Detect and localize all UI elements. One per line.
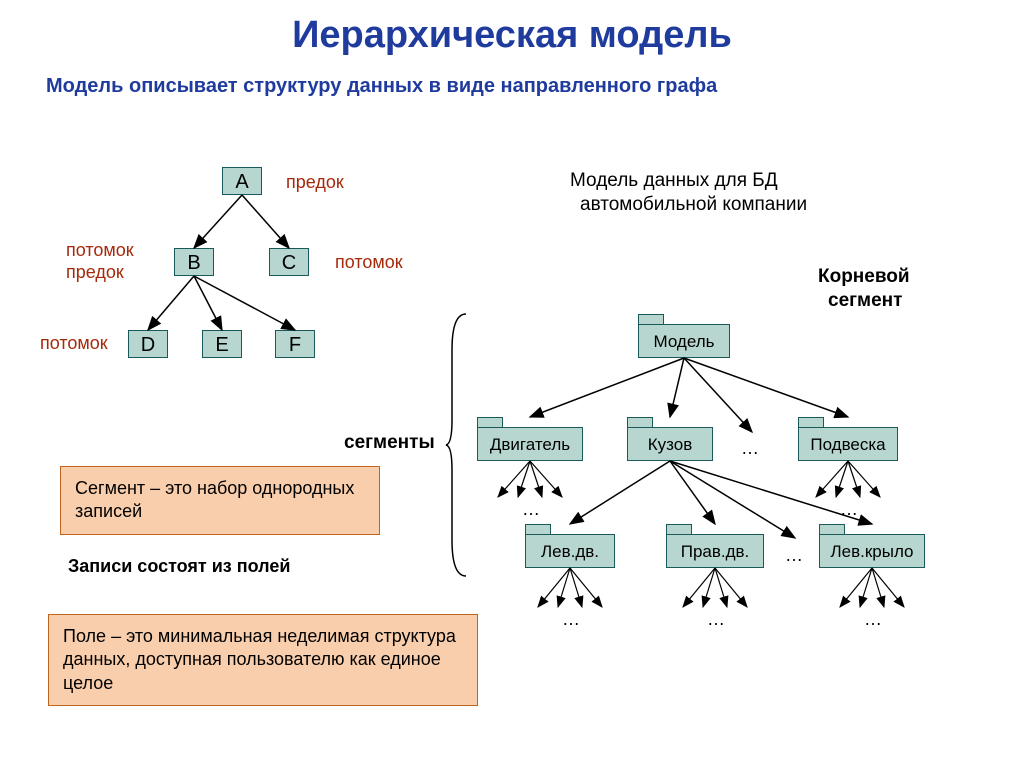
ellipsis: … [840, 499, 858, 520]
page-title: Иерархическая модель [0, 0, 1024, 57]
callout-records-def: Записи состоят из полей [68, 556, 290, 577]
abc-node-B: B [174, 248, 214, 276]
label-ancestor-top: предок [286, 172, 344, 193]
ellipsis: … [707, 609, 725, 630]
ellipsis: … [562, 609, 580, 630]
car-node-lwing: Лев.крыло [819, 534, 925, 568]
label-root-seg-1: Корневой [818, 266, 910, 288]
label-descendant-right: потомок [335, 252, 403, 273]
abc-node-E: E [202, 330, 242, 358]
label-descendant-1: потомок [66, 240, 134, 261]
label-ancestor-2: предок [66, 262, 124, 283]
ellipsis: … [522, 499, 540, 520]
car-node-susp: Подвеска [798, 427, 898, 461]
page-subtitle: Модель описывает структуру данных в виде… [0, 57, 1024, 98]
car-node-body: Кузов [627, 427, 713, 461]
car-node-engine: Двигатель [477, 427, 583, 461]
abc-node-F: F [275, 330, 315, 358]
abc-node-A: A [222, 167, 262, 195]
label-root-seg-2: сегмент [828, 290, 902, 312]
callout-segment-def: Сегмент – это набор однородных записей [60, 466, 380, 535]
label-model-data-1: Модель данных для БД [570, 170, 778, 192]
abc-node-C: C [269, 248, 309, 276]
callout-field-def: Поле – это минимальная неделимая структу… [48, 614, 478, 706]
label-model-data-2: автомобильной компании [580, 194, 807, 216]
car-node-rdoor: Прав.дв. [666, 534, 764, 568]
ellipsis: … [785, 545, 803, 566]
brace-icon [444, 310, 474, 580]
ellipsis: … [864, 609, 882, 630]
ellipsis: … [741, 438, 759, 459]
label-segments: сегменты [344, 432, 435, 454]
label-descendant-bottom: потомок [40, 333, 108, 354]
car-node-ldoor: Лев.дв. [525, 534, 615, 568]
car-node-model: Модель [638, 324, 730, 358]
abc-node-D: D [128, 330, 168, 358]
